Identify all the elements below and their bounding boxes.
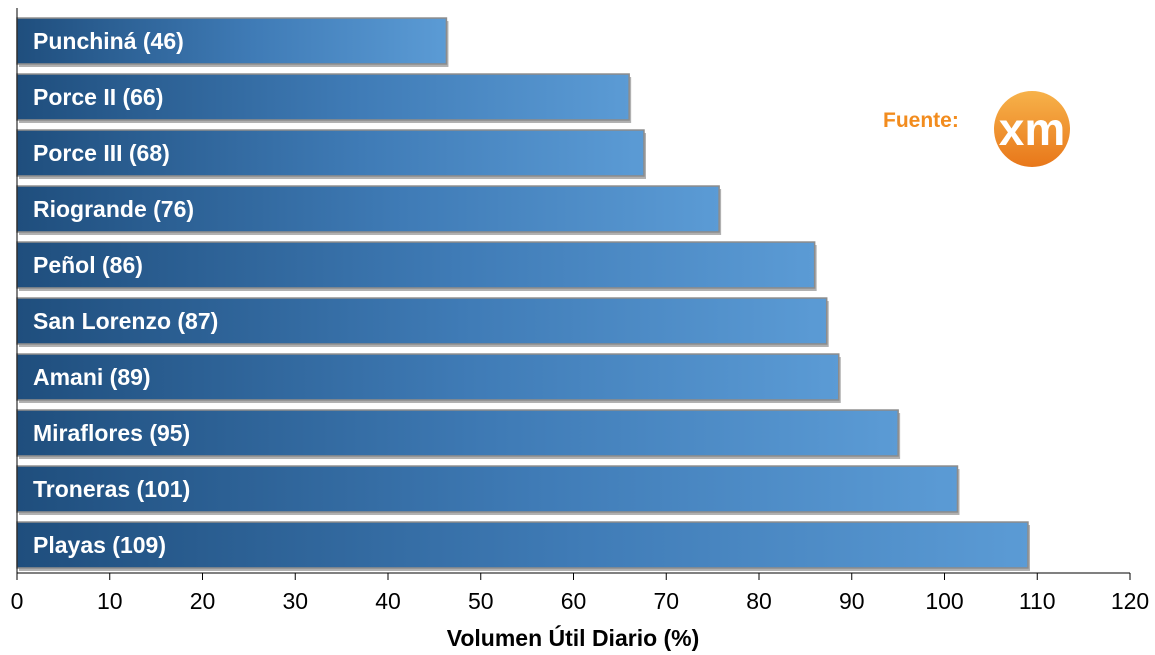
x-tick-label: 0: [11, 588, 24, 614]
bar-label: Miraflores (95): [33, 420, 190, 446]
bar: [16, 185, 720, 233]
bar-label: Amani (89): [33, 364, 151, 390]
bar: [16, 297, 828, 345]
logo-text: xm: [999, 103, 1065, 155]
bar-group: San Lorenzo (87): [16, 297, 829, 347]
bar: [16, 17, 448, 65]
x-tick-label: 120: [1111, 588, 1149, 614]
bar-group: Punchiná (46): [16, 17, 449, 67]
bar-label: Porce III (68): [33, 140, 170, 166]
x-tick-label: 10: [97, 588, 123, 614]
bar-group: Porce II (66): [16, 73, 632, 123]
bar-label: Riogrande (76): [33, 196, 194, 222]
bar-group: Porce III (68): [16, 129, 646, 179]
source-label: Fuente:: [883, 109, 959, 132]
bar-label: Porce II (66): [33, 84, 163, 110]
x-tick-label: 100: [925, 588, 963, 614]
bar: [16, 409, 899, 457]
bar-group: Riogrande (76): [16, 185, 722, 235]
x-tick-label: 20: [190, 588, 216, 614]
xm-logo: xm: [994, 91, 1070, 167]
bar: [16, 241, 816, 289]
x-tick-label: 40: [375, 588, 401, 614]
x-tick-label: 80: [746, 588, 772, 614]
bar-label: Playas (109): [33, 532, 166, 558]
bar: [16, 521, 1029, 569]
bar-group: Playas (109): [16, 521, 1030, 571]
bar-group: Amani (89): [16, 353, 841, 403]
bar-label: Troneras (101): [33, 476, 190, 502]
x-tick-label: 60: [561, 588, 587, 614]
source-attribution: Fuente: xm: [883, 91, 1070, 167]
bar-group: Peñol (86): [16, 241, 817, 291]
x-tick-label: 30: [282, 588, 308, 614]
x-tick-label: 90: [839, 588, 865, 614]
x-tick-label: 50: [468, 588, 494, 614]
bar-group: Troneras (101): [16, 465, 960, 515]
x-tick-label: 70: [653, 588, 679, 614]
bar-label: San Lorenzo (87): [33, 308, 218, 334]
x-axis: 0 10 20 30 40 50 60 70 80 90 100 110 120: [11, 8, 1149, 614]
x-tick-label: 110: [1019, 588, 1056, 614]
bars: Punchiná (46) Porce II (66) Porce III (68)…: [16, 17, 1030, 571]
bar-label: Punchiná (46): [33, 28, 184, 54]
bar-label: Peñol (86): [33, 252, 143, 278]
bar-group: Miraflores (95): [16, 409, 901, 459]
bar: [16, 353, 840, 401]
bar: [16, 129, 645, 177]
x-axis-title: Volumen Útil Diario (%): [447, 624, 700, 651]
